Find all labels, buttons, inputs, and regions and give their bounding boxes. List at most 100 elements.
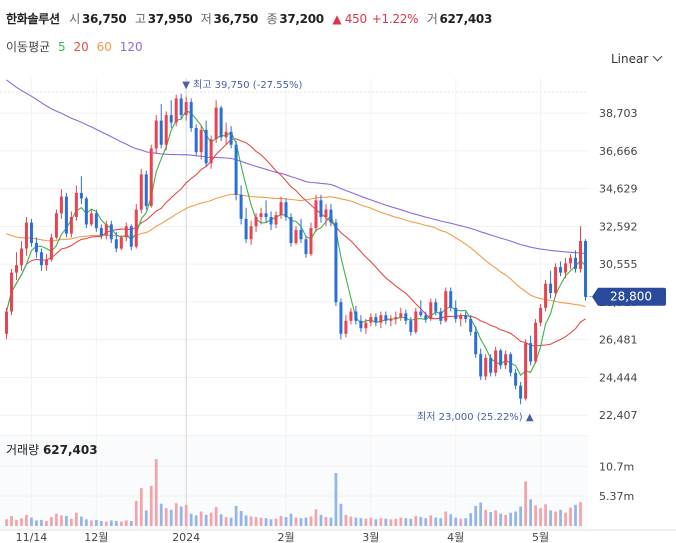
x-axis: 11/14 12월 2024 2월 3월 4월 5월 [16, 531, 550, 543]
candle-body [54, 213, 58, 238]
candle-body [134, 209, 138, 247]
candle [364, 318, 368, 334]
candle [19, 241, 23, 271]
candle [224, 122, 228, 145]
candle-body [9, 272, 13, 312]
candle [529, 335, 533, 366]
x-tick-label: 11/14 [16, 531, 48, 543]
candle [209, 135, 213, 169]
volume-bar [579, 502, 582, 526]
volume-bar [209, 512, 213, 526]
volume-bar [154, 459, 158, 526]
candle-body [24, 222, 28, 249]
candle-body [569, 257, 573, 264]
volume-panel-value: 627,403 [42, 443, 98, 457]
candle [169, 100, 173, 129]
volume-bar [224, 517, 228, 526]
volume-bar [164, 508, 168, 526]
volume-bar [564, 512, 567, 526]
max-marker-label: ▼ 최고 39,750 (-27.55%) [182, 79, 302, 91]
volume-bar [464, 518, 468, 526]
candle [104, 220, 108, 240]
volume-bar [199, 511, 203, 526]
candle-body [139, 174, 143, 210]
candle [479, 348, 483, 381]
candle [34, 237, 38, 258]
candle-body [114, 239, 118, 249]
volume-bar [124, 520, 128, 526]
volume-bar [99, 520, 103, 526]
candle [249, 220, 253, 245]
volume-bar [539, 508, 542, 526]
candle [464, 311, 468, 323]
volume-bar [94, 519, 98, 526]
candle-body [39, 252, 43, 266]
candle [354, 305, 358, 325]
candle [184, 96, 188, 121]
candle-body [404, 313, 408, 321]
volume-bar [20, 518, 23, 526]
y-tick-label: 38,703 [599, 107, 638, 120]
volume-bar [574, 504, 577, 526]
candle-body [489, 357, 493, 373]
volume-bar [429, 515, 433, 526]
candle [59, 189, 63, 219]
volume-bar [45, 520, 48, 526]
volume-bar [379, 518, 383, 526]
close-label: 종 [266, 12, 278, 26]
candle-body [194, 128, 198, 153]
volume-bar [484, 509, 488, 526]
high-value: 37,950 [147, 12, 193, 26]
candle-body [289, 217, 293, 243]
candle [559, 261, 563, 277]
candle [434, 298, 438, 316]
candle-body [104, 224, 108, 236]
volume-bar [5, 519, 8, 526]
candle-body [504, 354, 508, 366]
candle [134, 204, 138, 249]
candle-body [259, 213, 263, 218]
volume-bar [50, 517, 53, 526]
candle [119, 235, 123, 251]
volume-bar [489, 512, 493, 526]
moving-average-legend[interactable]: 이동평균 5 20 60 120 [6, 38, 147, 55]
candle [389, 315, 393, 327]
candle [259, 207, 263, 225]
high-label: 고 [135, 12, 146, 26]
scale-selector[interactable]: Linear [611, 51, 663, 66]
candle [314, 194, 318, 232]
candle [384, 311, 388, 325]
volume-bar [559, 509, 562, 526]
candle [539, 304, 543, 327]
candle [474, 326, 478, 358]
candle [274, 211, 278, 229]
x-tick-label: 12월 [84, 531, 108, 543]
candle-body [284, 202, 288, 218]
volume-bar [179, 506, 183, 526]
candle-body [399, 313, 403, 318]
stock-header: 한화솔루션 시 36,750 고 37,950 저 36,750 종 37,200 ▲ … [6, 10, 497, 27]
volume-bar [274, 518, 278, 526]
candle [409, 317, 413, 336]
candle [439, 307, 443, 325]
candle-body [234, 144, 238, 195]
candle-body [204, 129, 208, 164]
volume-bar [119, 521, 123, 526]
candle-body [374, 317, 378, 323]
candle-body [209, 139, 213, 164]
ma-20-line [5, 138, 586, 347]
candle [114, 231, 118, 253]
volume-bar [15, 519, 18, 526]
volume-bar [454, 517, 458, 526]
volume-bar [114, 520, 118, 526]
volume-bar [544, 504, 547, 526]
volume-bar [309, 516, 313, 526]
candle [129, 224, 133, 251]
candle [414, 307, 418, 334]
candle [499, 348, 503, 369]
candle [399, 307, 403, 321]
candle-body [434, 302, 438, 312]
candle [64, 192, 68, 238]
candle [44, 254, 48, 271]
